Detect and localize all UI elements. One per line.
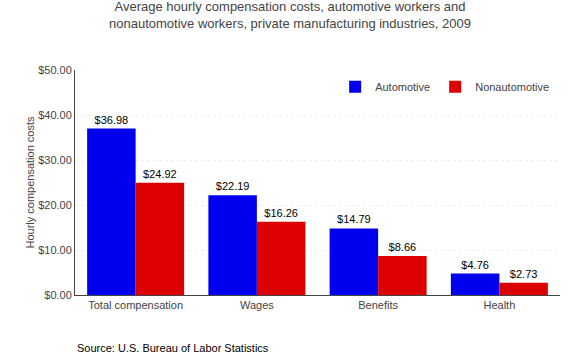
svg-text:Nonautomotive: Nonautomotive <box>475 81 549 93</box>
svg-text:$24.92: $24.92 <box>143 168 177 180</box>
svg-text:$2.73: $2.73 <box>510 268 538 280</box>
svg-text:Total compensation: Total compensation <box>88 299 183 311</box>
svg-text:Automotive: Automotive <box>375 81 430 93</box>
svg-text:$14.79: $14.79 <box>337 213 371 225</box>
svg-text:$36.98: $36.98 <box>95 114 129 126</box>
svg-text:Benefits: Benefits <box>358 299 398 311</box>
svg-text:$4.76: $4.76 <box>461 259 489 271</box>
svg-text:$10.00: $10.00 <box>38 244 72 256</box>
svg-text:$0.00: $0.00 <box>44 289 72 301</box>
svg-text:Health: Health <box>483 299 515 311</box>
svg-text:$30.00: $30.00 <box>38 154 72 166</box>
svg-text:$40.00: $40.00 <box>38 109 72 121</box>
svg-text:$22.19: $22.19 <box>216 180 250 192</box>
svg-text:Source: U.S. Bureau of Labor S: Source: U.S. Bureau of Labor Statistics <box>77 342 269 354</box>
svg-text:Hourly compensation costs: Hourly compensation costs <box>24 116 36 249</box>
svg-text:$8.66: $8.66 <box>389 241 417 253</box>
svg-text:$16.26: $16.26 <box>264 207 298 219</box>
svg-text:Wages: Wages <box>240 299 274 311</box>
svg-text:Average hourly compensation co: Average hourly compensation costs, autom… <box>109 0 471 31</box>
svg-text:$50.00: $50.00 <box>38 64 72 76</box>
svg-text:$20.00: $20.00 <box>38 199 72 211</box>
